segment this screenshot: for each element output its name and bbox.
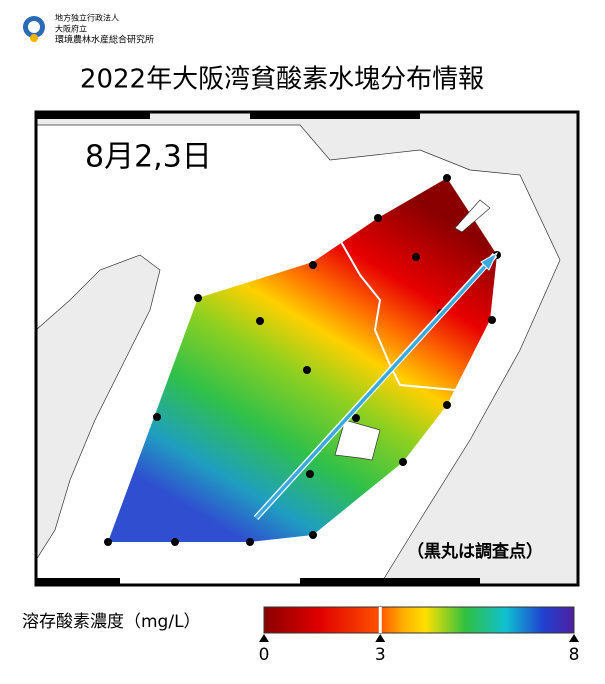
- survey-point: [309, 531, 317, 539]
- org-name: 大阪府立: [55, 24, 87, 34]
- survey-point: [246, 538, 254, 546]
- tick-marker: [259, 634, 269, 642]
- colorbar-gradient: [263, 606, 575, 634]
- survey-point: [488, 316, 496, 324]
- map-frame: [34, 110, 580, 587]
- tick-label: 8: [569, 645, 580, 665]
- org-name: 地方独立行政法人: [55, 13, 119, 23]
- colorbar-label: 溶存酸素濃度（mg/L）: [22, 612, 201, 632]
- date: 8月2,3日: [85, 140, 212, 175]
- survey-point: [374, 214, 382, 222]
- survey-point: [153, 413, 161, 421]
- awaji-island: [35, 254, 161, 562]
- survey-point: [309, 261, 317, 269]
- org-name: 環境農林水産総合研究所: [55, 34, 154, 46]
- note: （黒丸は調査点）: [407, 541, 543, 562]
- arrow-head: [480, 251, 499, 271]
- pier: [454, 199, 491, 233]
- survey-point: [303, 366, 311, 374]
- survey-point: [194, 294, 202, 302]
- colorbar: 0 3 8: [259, 606, 580, 665]
- map: 8月2,3日 （黒丸は調査点）: [34, 110, 580, 587]
- survey-point: [171, 538, 179, 546]
- survey-point: [256, 317, 264, 325]
- survey-point: [443, 401, 451, 409]
- survey-point: [306, 470, 314, 478]
- survey-point: [104, 538, 112, 546]
- tick-marker: [569, 634, 579, 642]
- survey-point: [352, 414, 360, 422]
- frame-ticks: [36, 113, 480, 584]
- contour-3: [339, 239, 456, 391]
- survey-points: [104, 174, 501, 546]
- survey-point: [412, 253, 420, 261]
- tick-marker: [375, 634, 386, 642]
- logo: [23, 16, 45, 42]
- tick-label: 3: [375, 645, 386, 665]
- survey-point: [399, 458, 407, 466]
- transect-arrow: [254, 259, 492, 520]
- survey-point: [443, 174, 451, 182]
- oxygen-field: [108, 178, 497, 542]
- tick-label: 0: [259, 645, 270, 665]
- title: 2022年大阪湾貧酸素水塊分布情報: [80, 65, 484, 95]
